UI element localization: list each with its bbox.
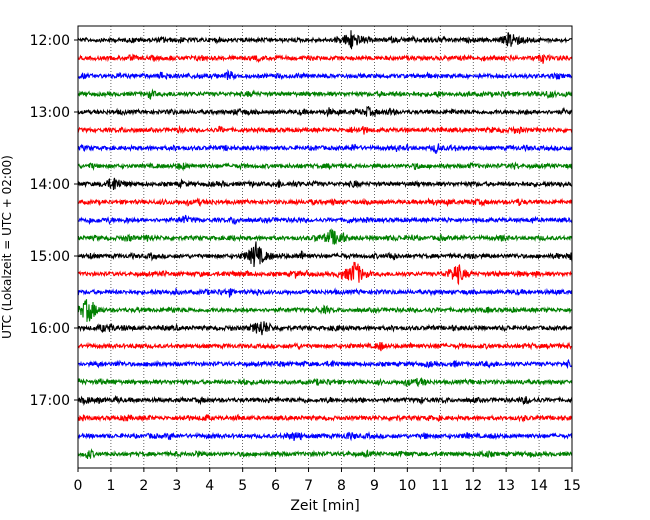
x-tick-label: 13 — [497, 478, 515, 494]
seismogram-trace — [77, 88, 573, 100]
seismogram-trace — [77, 448, 573, 459]
seismogram-trace — [77, 197, 573, 208]
seismogram-trace — [77, 30, 573, 50]
x-tick-label: 9 — [370, 478, 379, 494]
seismogram-trace — [77, 394, 573, 407]
y-tick-label: 17:00 — [30, 393, 70, 409]
seismogram-trace — [77, 321, 573, 336]
x-tick-label: 11 — [431, 478, 449, 494]
x-tick-label: 3 — [172, 478, 181, 494]
x-tick-label: 6 — [271, 478, 280, 494]
x-tick-label: 12 — [464, 478, 482, 494]
seismogram-trace — [77, 68, 573, 81]
seismogram-trace — [77, 143, 573, 154]
x-tick-label: 5 — [238, 478, 247, 494]
x-tick-label: 7 — [304, 478, 313, 494]
seismogram-trace — [77, 228, 573, 245]
seismogram-trace — [77, 53, 573, 64]
seismogram-trace — [77, 299, 573, 322]
y-tick-label: 16:00 — [30, 321, 70, 337]
seismogram-trace — [77, 358, 573, 370]
y-tick-label: 14:00 — [30, 177, 70, 193]
x-tick-label: 1 — [106, 478, 115, 494]
seismogram-trace — [77, 430, 573, 442]
y-tick-label: 13:00 — [30, 105, 70, 121]
seismogram-trace — [77, 177, 573, 191]
x-tick-label: 8 — [337, 478, 346, 494]
x-tick-label: 15 — [563, 478, 581, 494]
y-axis-label: UTC (Lokalzeit = UTC + 02:00) — [0, 155, 14, 339]
seismogram-trace — [77, 377, 573, 388]
x-tick-label: 0 — [74, 478, 83, 494]
seismogram-trace — [77, 341, 573, 352]
seismogram-trace — [77, 287, 573, 299]
y-axis-ticks: 12:00 13:00 14:00 15:00 16:00 17:00 — [30, 33, 78, 409]
y-tick-label: 15:00 — [30, 249, 70, 265]
seismogram-trace — [77, 106, 573, 118]
seismogram-trace — [77, 261, 573, 286]
seismogram-trace — [77, 214, 573, 225]
seismogram-trace — [77, 161, 573, 172]
x-tick-label: 14 — [530, 478, 548, 494]
x-tick-label: 2 — [139, 478, 148, 494]
seismogram-trace — [77, 124, 573, 135]
y-tick-label: 12:00 — [30, 33, 70, 49]
plot-frame — [77, 25, 573, 469]
x-axis-label: Zeit [min] — [290, 498, 359, 514]
seismogram-traces — [77, 30, 573, 459]
seismogram-trace — [77, 413, 573, 423]
x-axis-ticks: 0 1 2 3 4 5 6 7 8 9 10 11 12 13 14 15 — [74, 468, 581, 494]
x-tick-label: 4 — [205, 478, 214, 494]
x-tick-label: 10 — [398, 478, 416, 494]
seismogram-trace — [77, 241, 573, 268]
